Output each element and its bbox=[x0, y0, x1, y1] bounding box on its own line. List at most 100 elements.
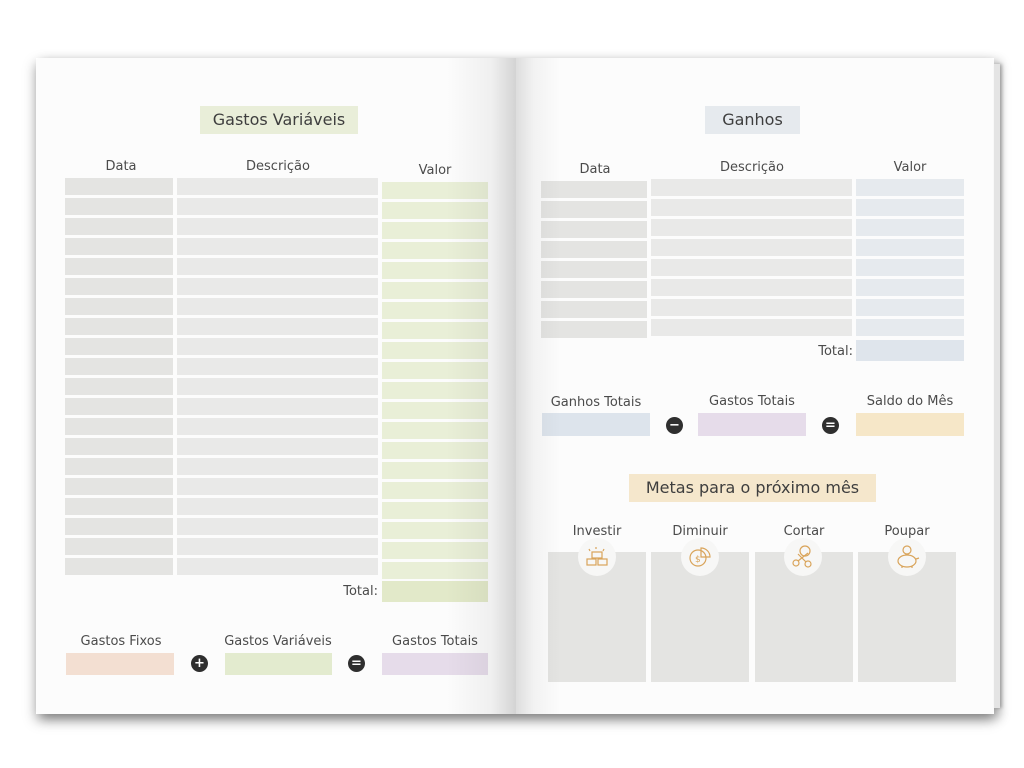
goal-label-poupar: Poupar bbox=[884, 524, 930, 539]
date-cell[interactable] bbox=[541, 301, 647, 318]
date-cell[interactable] bbox=[541, 201, 647, 218]
date-cell[interactable] bbox=[65, 378, 173, 395]
date-cell[interactable] bbox=[65, 438, 173, 455]
value-cell[interactable] bbox=[382, 282, 488, 299]
date-cell[interactable] bbox=[541, 241, 647, 258]
value-cell[interactable] bbox=[856, 319, 964, 336]
value-cell[interactable] bbox=[382, 422, 488, 439]
description-cell[interactable] bbox=[177, 278, 378, 295]
description-cell[interactable] bbox=[177, 358, 378, 375]
description-cell[interactable] bbox=[651, 199, 852, 216]
ganhos-totais-field[interactable] bbox=[542, 413, 650, 436]
description-cell[interactable] bbox=[651, 279, 852, 296]
date-cell[interactable] bbox=[65, 258, 173, 275]
date-cell[interactable] bbox=[65, 238, 173, 255]
description-cell[interactable] bbox=[177, 338, 378, 355]
gastos-totais-field[interactable] bbox=[382, 653, 488, 675]
value-cell[interactable] bbox=[382, 302, 488, 319]
value-cell[interactable] bbox=[382, 402, 488, 419]
date-cell[interactable] bbox=[541, 261, 647, 278]
summary-label-gastos-totais: Gastos Totais bbox=[709, 394, 795, 409]
date-cell[interactable] bbox=[65, 178, 173, 195]
gastos-variaveis-field[interactable] bbox=[225, 653, 332, 675]
value-cell[interactable] bbox=[856, 179, 964, 196]
description-cell[interactable] bbox=[177, 478, 378, 495]
date-cell[interactable] bbox=[65, 478, 173, 495]
gastos-totais-field[interactable] bbox=[698, 413, 806, 436]
value-cell[interactable] bbox=[382, 522, 488, 539]
description-cell[interactable] bbox=[177, 538, 378, 555]
description-cell[interactable] bbox=[177, 198, 378, 215]
description-cell[interactable] bbox=[177, 518, 378, 535]
value-cell[interactable] bbox=[856, 259, 964, 276]
description-cell[interactable] bbox=[177, 258, 378, 275]
date-cell[interactable] bbox=[541, 281, 647, 298]
value-cell[interactable] bbox=[856, 239, 964, 256]
value-cell[interactable] bbox=[382, 242, 488, 259]
value-cell[interactable] bbox=[382, 382, 488, 399]
description-cell[interactable] bbox=[177, 218, 378, 235]
value-cell[interactable] bbox=[856, 299, 964, 316]
description-cell[interactable] bbox=[651, 259, 852, 276]
value-cell[interactable] bbox=[856, 279, 964, 296]
description-cell[interactable] bbox=[177, 378, 378, 395]
value-cell[interactable] bbox=[382, 362, 488, 379]
description-cell[interactable] bbox=[651, 299, 852, 316]
date-cell[interactable] bbox=[65, 498, 173, 515]
value-cell[interactable] bbox=[382, 322, 488, 339]
description-cell[interactable] bbox=[651, 179, 852, 196]
value-cell[interactable] bbox=[856, 199, 964, 216]
date-cell[interactable] bbox=[65, 218, 173, 235]
description-cell[interactable] bbox=[651, 239, 852, 256]
value-cell[interactable] bbox=[382, 502, 488, 519]
date-cell[interactable] bbox=[65, 338, 173, 355]
description-cell[interactable] bbox=[177, 298, 378, 315]
date-cell[interactable] bbox=[65, 538, 173, 555]
date-cell[interactable] bbox=[65, 198, 173, 215]
date-cell[interactable] bbox=[65, 558, 173, 575]
date-cell[interactable] bbox=[65, 518, 173, 535]
total-field[interactable] bbox=[382, 581, 488, 602]
date-cell[interactable] bbox=[65, 278, 173, 295]
summary-label-gastos-fixos: Gastos Fixos bbox=[80, 634, 162, 649]
coin-chart-icon: $ bbox=[681, 538, 719, 576]
value-cell[interactable] bbox=[382, 462, 488, 479]
value-cell[interactable] bbox=[382, 442, 488, 459]
total-field[interactable] bbox=[856, 340, 964, 361]
description-cell[interactable] bbox=[651, 319, 852, 336]
date-cell[interactable] bbox=[65, 298, 173, 315]
description-cell[interactable] bbox=[177, 558, 378, 575]
description-cell[interactable] bbox=[177, 318, 378, 335]
value-cell[interactable] bbox=[856, 219, 964, 236]
description-cell[interactable] bbox=[177, 178, 378, 195]
description-cell[interactable] bbox=[177, 458, 378, 475]
description-cell[interactable] bbox=[177, 398, 378, 415]
value-cell[interactable] bbox=[382, 182, 488, 199]
description-cell[interactable] bbox=[177, 438, 378, 455]
summary-label-gastos-variaveis: Gastos Variáveis bbox=[224, 634, 332, 649]
column-header-descricao: Descrição bbox=[720, 160, 784, 175]
date-cell[interactable] bbox=[541, 181, 647, 198]
date-cell[interactable] bbox=[541, 321, 647, 338]
description-cell[interactable] bbox=[177, 238, 378, 255]
value-cell[interactable] bbox=[382, 562, 488, 579]
value-cell[interactable] bbox=[382, 342, 488, 359]
value-cell[interactable] bbox=[382, 262, 488, 279]
date-cell[interactable] bbox=[65, 358, 173, 375]
summary-label-saldo-do-mes: Saldo do Mês bbox=[866, 394, 954, 409]
saldo-do-mes-field[interactable] bbox=[856, 413, 964, 436]
description-cell[interactable] bbox=[177, 498, 378, 515]
date-cell[interactable] bbox=[541, 221, 647, 238]
description-cell[interactable] bbox=[651, 219, 852, 236]
date-cell[interactable] bbox=[65, 318, 173, 335]
value-cell[interactable] bbox=[382, 222, 488, 239]
value-cell[interactable] bbox=[382, 202, 488, 219]
value-cell[interactable] bbox=[382, 542, 488, 559]
gastos-fixos-field[interactable] bbox=[66, 653, 174, 675]
value-cell[interactable] bbox=[382, 482, 488, 499]
gold-bars-icon bbox=[578, 538, 616, 576]
date-cell[interactable] bbox=[65, 458, 173, 475]
date-cell[interactable] bbox=[65, 418, 173, 435]
date-cell[interactable] bbox=[65, 398, 173, 415]
description-cell[interactable] bbox=[177, 418, 378, 435]
